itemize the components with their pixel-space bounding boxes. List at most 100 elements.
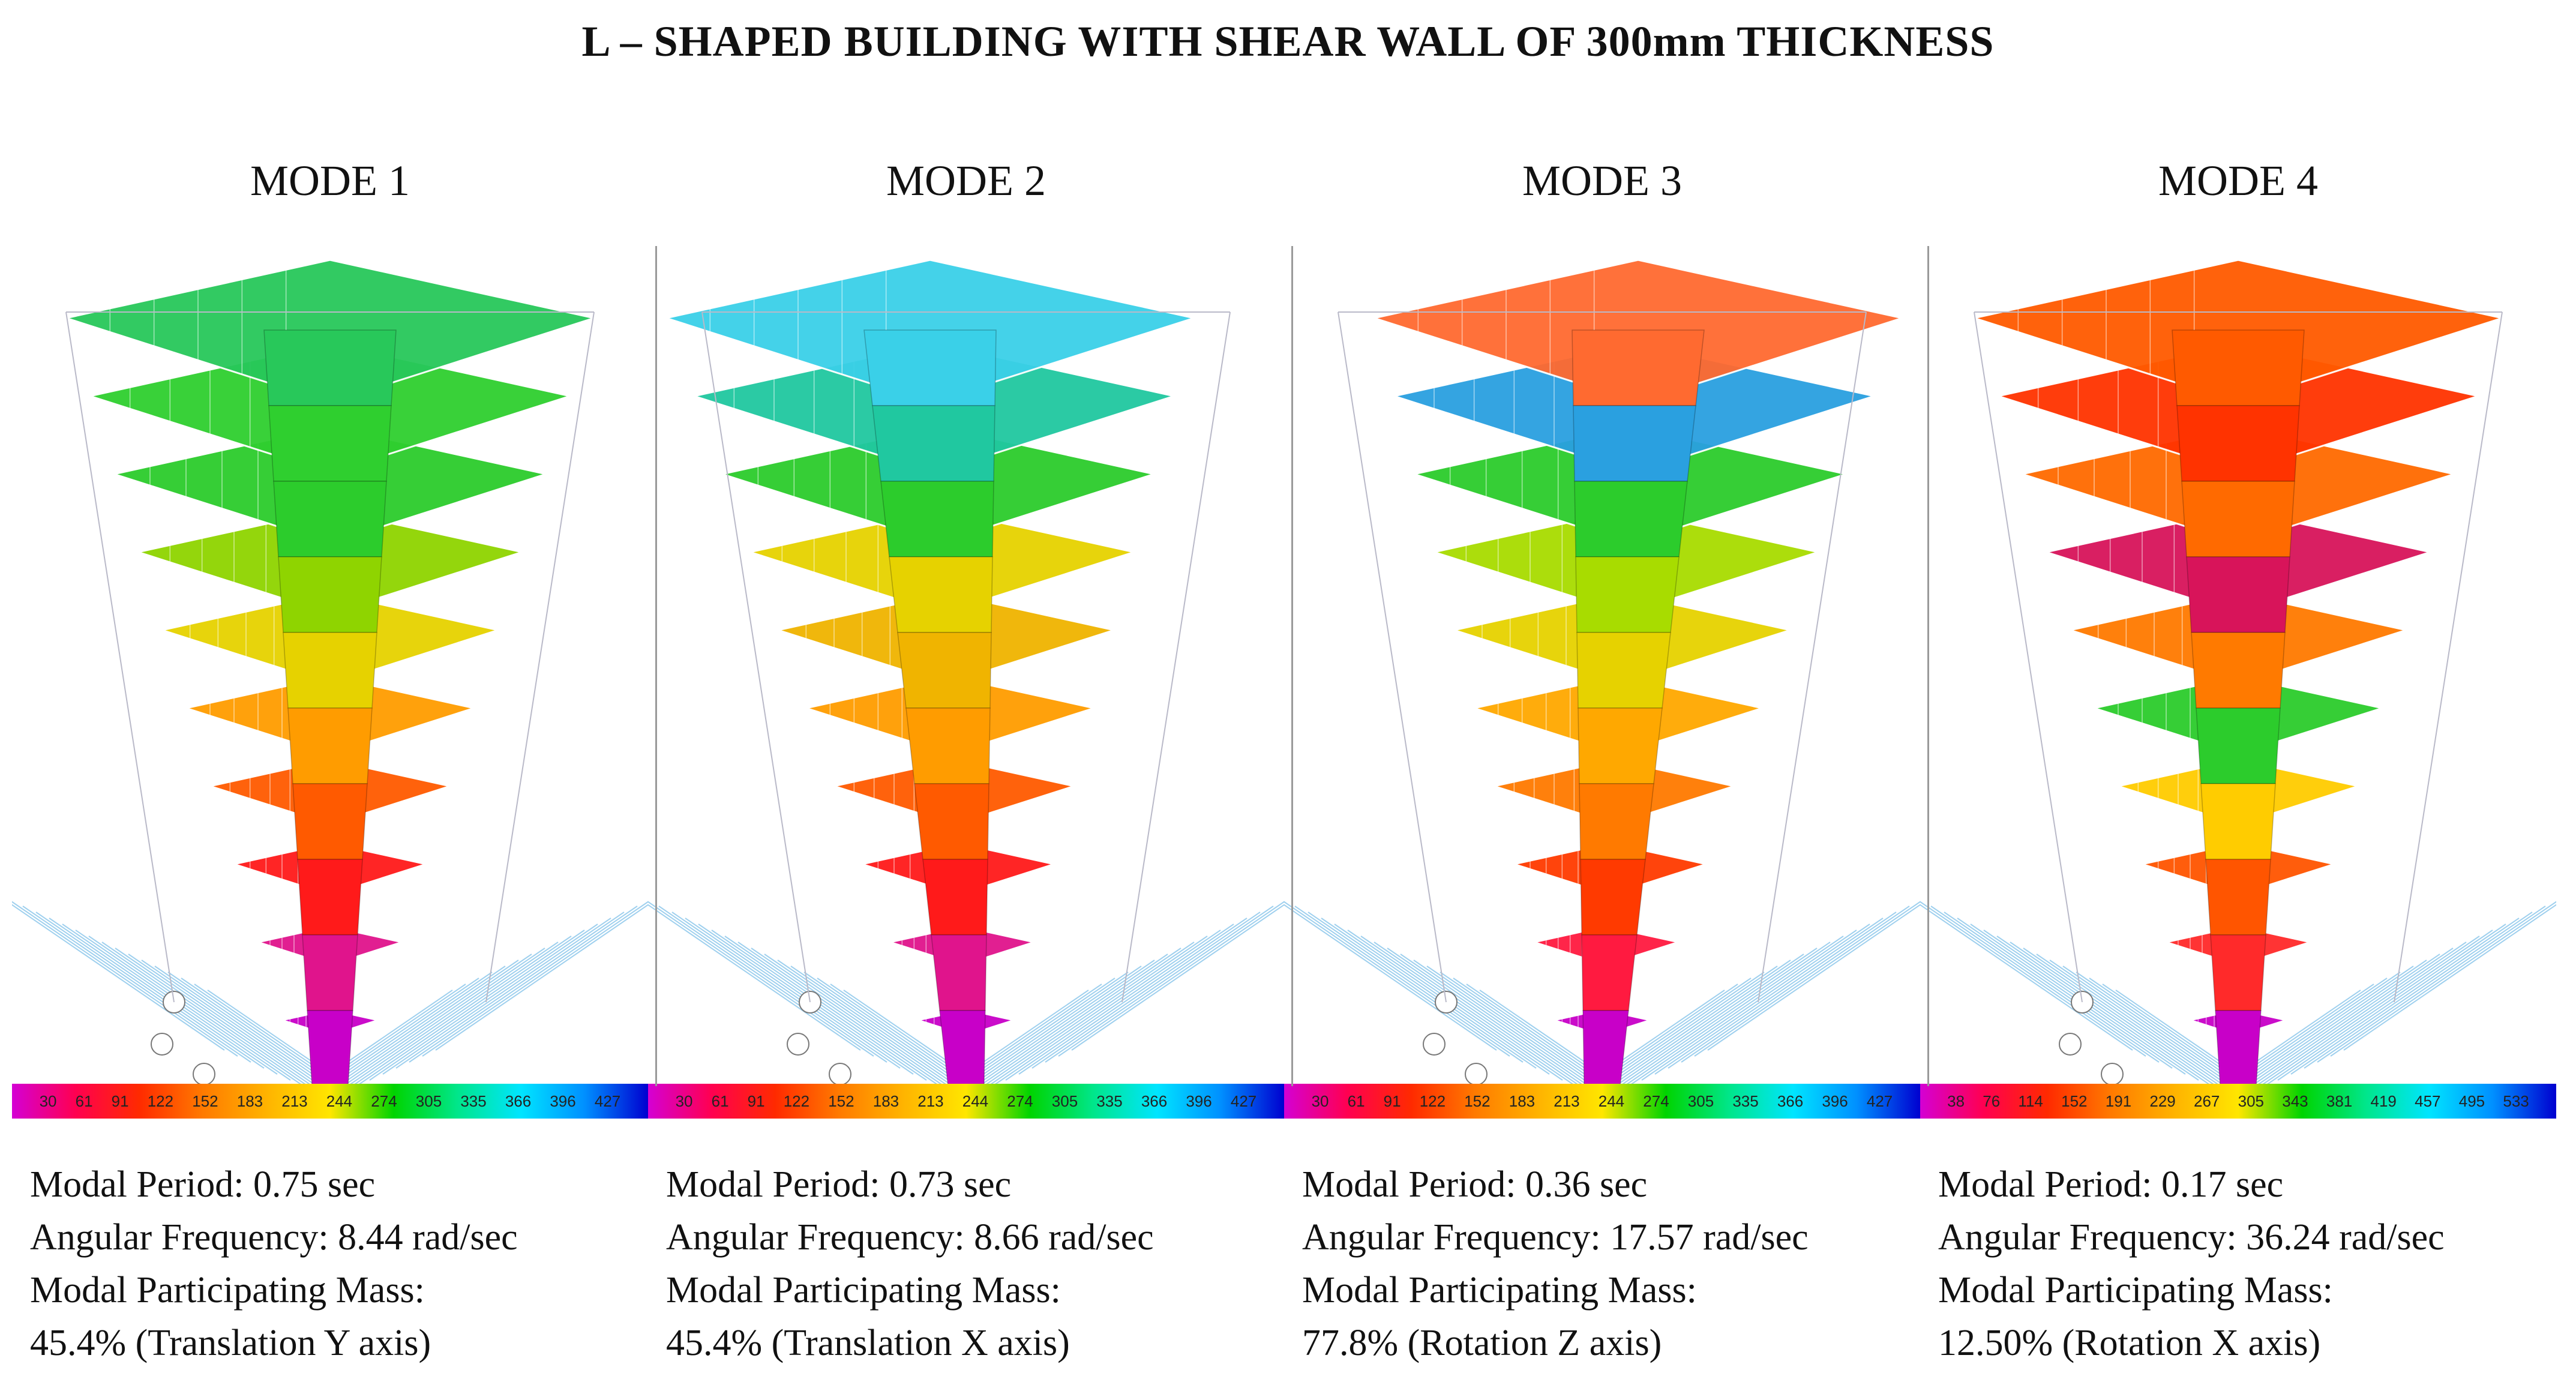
grid-bubble-icon (151, 1033, 173, 1056)
building-model-svg (12, 259, 648, 1104)
scale-tick-label: 61 (711, 1092, 729, 1110)
scale-tick-label: 91 (111, 1092, 129, 1110)
scale-tick-label: 366 (505, 1092, 532, 1110)
shear-wall-core (1572, 329, 1705, 1087)
shear-wall-core (863, 329, 997, 1087)
modal-results: Modal Period: 0.17 sec Angular Frequency… (1938, 1158, 2556, 1369)
building-model-mode-3 (1284, 234, 1920, 1104)
scale-tick-label: 61 (1347, 1092, 1365, 1110)
scale-tick-label: 305 (1051, 1092, 1078, 1110)
scale-tick-label: 343 (2282, 1092, 2308, 1110)
scale-tick-label: 122 (147, 1092, 174, 1110)
scale-tick-label: 381 (2326, 1092, 2353, 1110)
scale-tick-label: 305 (2238, 1092, 2264, 1110)
scale-tick-label: 30 (1311, 1092, 1329, 1110)
scale-tick-label: 274 (1643, 1092, 1669, 1110)
mode-heading: MODE 2 (886, 157, 1046, 205)
angular-frequency: Angular Frequency: 8.44 rad/sec (30, 1217, 518, 1258)
scale-tick-label: 396 (550, 1092, 576, 1110)
panel-divider (1291, 246, 1293, 1086)
frame-outline (65, 311, 595, 1003)
panel-divider (655, 246, 657, 1086)
grid-bubble-icon (787, 1033, 809, 1056)
angular-frequency: Angular Frequency: 17.57 rad/sec (1302, 1217, 1809, 1258)
scale-tick-label: 152 (1464, 1092, 1491, 1110)
scale-tick-label: 213 (917, 1092, 944, 1110)
scale-tick-label: 335 (1096, 1092, 1123, 1110)
participating-mass-label: Modal Participating Mass: (1938, 1270, 2333, 1311)
mode-panel-3: MODE 3 30 61 91 122 152 183 213 244 274 305 335 366… (1284, 138, 1920, 1380)
building-model-svg (1284, 259, 1920, 1104)
scale-tick-label: 183 (1509, 1092, 1536, 1110)
participating-mass-label: Modal Participating Mass: (666, 1270, 1061, 1311)
participating-mass-value: 77.8% (Rotation Z axis) (1302, 1323, 1662, 1363)
mode-heading: MODE 1 (250, 157, 410, 205)
grid-bubble-icon (2059, 1033, 2082, 1056)
scale-tick-label: 533 (2503, 1092, 2529, 1110)
scale-tick-label: 61 (75, 1092, 93, 1110)
mode-heading: MODE 4 (2158, 157, 2318, 205)
scale-tick-label: 244 (326, 1092, 353, 1110)
scale-tick-label: 30 (675, 1092, 693, 1110)
ground-grid (12, 901, 648, 1104)
building-model-svg (1920, 259, 2556, 1104)
scale-tick-label: 419 (2370, 1092, 2397, 1110)
modal-results: Modal Period: 0.75 sec Angular Frequency… (30, 1158, 648, 1369)
grid-bubble-icon (1423, 1033, 1446, 1056)
building-model-mode-2 (648, 234, 1284, 1104)
ground-grid (648, 901, 1284, 1104)
shear-wall-core (2172, 329, 2305, 1087)
grid-bubble-icon (829, 1063, 851, 1086)
scale-tick-label: 427 (1230, 1092, 1257, 1110)
scale-tick-label: 305 (1687, 1092, 1714, 1110)
participating-mass-label: Modal Participating Mass: (30, 1270, 425, 1311)
scale-tick-label: 396 (1822, 1092, 1848, 1110)
scale-tick-label: 274 (1007, 1092, 1033, 1110)
scale-tick-label: 152 (828, 1092, 854, 1110)
scale-tick-label: 305 (415, 1092, 442, 1110)
building-model-svg (648, 259, 1284, 1104)
modal-period: Modal Period: 0.75 sec (30, 1164, 376, 1205)
modal-period: Modal Period: 0.73 sec (666, 1164, 1012, 1205)
scale-tick-label: 244 (1598, 1092, 1625, 1110)
modal-period: Modal Period: 0.36 sec (1302, 1164, 1648, 1205)
scale-tick-label: 76 (1983, 1092, 2001, 1110)
scale-tick-label: 183 (872, 1092, 899, 1110)
grid-bubble-icon (1465, 1063, 1488, 1086)
grid-bubble-icon (193, 1063, 215, 1086)
scale-tick-label: 191 (2105, 1092, 2132, 1110)
scale-tick-label: 366 (1777, 1092, 1804, 1110)
frame-outline (1974, 311, 2503, 1003)
scale-tick-label: 30 (39, 1092, 57, 1110)
scale-tick-label: 91 (1383, 1092, 1401, 1110)
scale-tick-label: 427 (1866, 1092, 1893, 1110)
contour-color-scale: 30 61 91 122 152 183 213 244 274 305 335 366 396 427 (12, 1084, 648, 1119)
scale-tick-label: 267 (2193, 1092, 2220, 1110)
scale-tick-label: 152 (192, 1092, 218, 1110)
scale-tick-label: 122 (783, 1092, 810, 1110)
angular-frequency: Angular Frequency: 36.24 rad/sec (1938, 1217, 2445, 1258)
mode-panel-4: MODE 4 38 76 114 152 191 229 267 305 343 381 419 45… (1920, 138, 2556, 1380)
scale-tick-label: 427 (594, 1092, 621, 1110)
mode-panel-1: MODE 1 30 61 91 122 152 183 213 244 274 305 335 366… (12, 138, 648, 1380)
frame-outline (1338, 311, 1867, 1003)
modal-results: Modal Period: 0.73 sec Angular Frequency… (666, 1158, 1284, 1369)
shear-wall-core (263, 329, 397, 1087)
building-model-mode-4 (1920, 234, 2556, 1104)
scale-tick-label: 495 (2458, 1092, 2485, 1110)
scale-tick-label: 274 (371, 1092, 397, 1110)
contour-color-scale: 30 61 91 122 152 183 213 244 274 305 335 366 396 427 (648, 1084, 1284, 1119)
scale-tick-label: 152 (2061, 1092, 2088, 1110)
grid-bubble-icon (2101, 1063, 2124, 1086)
scale-tick-label: 366 (1141, 1092, 1168, 1110)
frame-outline (701, 311, 1231, 1003)
scale-tick-label: 213 (281, 1092, 308, 1110)
scale-tick-label: 183 (236, 1092, 263, 1110)
contour-color-scale: 30 61 91 122 152 183 213 244 274 305 335 366 396 427 (1284, 1084, 1920, 1119)
participating-mass-value: 45.4% (Translation Y axis) (30, 1323, 431, 1363)
scale-tick-label: 114 (2018, 1092, 2043, 1110)
scale-tick-label: 91 (747, 1092, 765, 1110)
scale-tick-label: 229 (2149, 1092, 2176, 1110)
figure-title: L – SHAPED BUILDING WITH SHEAR WALL OF 3… (581, 17, 1995, 65)
modal-period: Modal Period: 0.17 sec (1938, 1164, 2284, 1205)
